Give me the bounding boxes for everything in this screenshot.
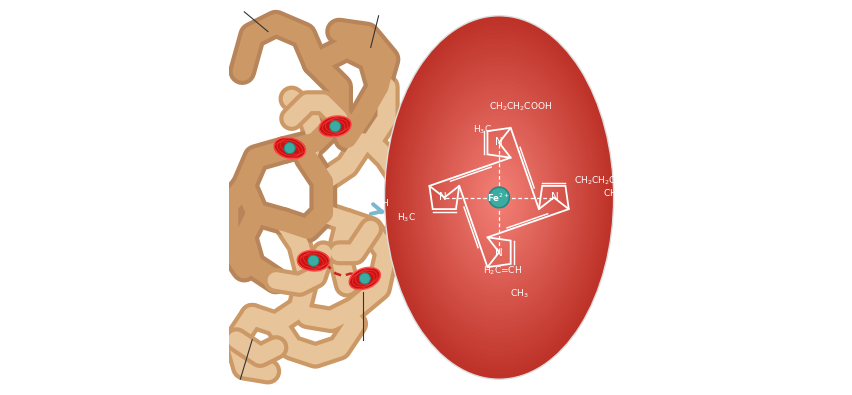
Ellipse shape xyxy=(451,120,548,275)
Text: H$_2$C=CH: H$_2$C=CH xyxy=(350,198,389,211)
Text: N: N xyxy=(495,137,503,147)
Text: CH$_2$CH$_2$COOH: CH$_2$CH$_2$COOH xyxy=(573,175,636,187)
Ellipse shape xyxy=(320,116,351,137)
Ellipse shape xyxy=(436,98,562,297)
Ellipse shape xyxy=(464,143,533,252)
Ellipse shape xyxy=(439,102,559,293)
Ellipse shape xyxy=(447,116,550,279)
Ellipse shape xyxy=(442,107,556,288)
Ellipse shape xyxy=(476,161,522,234)
Circle shape xyxy=(489,187,509,208)
Ellipse shape xyxy=(491,184,508,211)
Text: Fe$^{2+}$: Fe$^{2+}$ xyxy=(487,191,510,204)
Ellipse shape xyxy=(405,47,594,348)
Ellipse shape xyxy=(396,34,602,361)
Text: CH$_3$: CH$_3$ xyxy=(602,188,621,200)
Circle shape xyxy=(285,143,296,154)
Ellipse shape xyxy=(482,170,516,225)
Ellipse shape xyxy=(349,267,380,290)
Circle shape xyxy=(360,273,371,284)
Ellipse shape xyxy=(407,52,590,343)
Ellipse shape xyxy=(485,175,514,220)
Ellipse shape xyxy=(416,66,582,329)
Text: N: N xyxy=(440,192,447,203)
Text: N: N xyxy=(495,248,503,258)
Ellipse shape xyxy=(384,16,613,379)
Ellipse shape xyxy=(399,38,599,357)
Ellipse shape xyxy=(430,88,567,307)
Ellipse shape xyxy=(445,111,554,284)
Ellipse shape xyxy=(297,250,330,271)
Ellipse shape xyxy=(273,137,306,159)
Text: H$_3$C: H$_3$C xyxy=(473,123,492,136)
Ellipse shape xyxy=(479,166,519,229)
Ellipse shape xyxy=(474,156,525,238)
Ellipse shape xyxy=(419,70,579,325)
Ellipse shape xyxy=(388,20,611,374)
Ellipse shape xyxy=(422,75,577,320)
Ellipse shape xyxy=(456,130,542,265)
Ellipse shape xyxy=(424,79,573,316)
Circle shape xyxy=(330,121,341,132)
Text: N: N xyxy=(551,192,559,203)
Ellipse shape xyxy=(496,193,502,202)
Ellipse shape xyxy=(428,84,571,311)
Text: CH$_2$CH$_2$COOH: CH$_2$CH$_2$COOH xyxy=(489,100,552,113)
Ellipse shape xyxy=(470,152,527,243)
Ellipse shape xyxy=(493,188,504,207)
Text: CH$_3$: CH$_3$ xyxy=(509,288,528,300)
Ellipse shape xyxy=(462,138,536,257)
Ellipse shape xyxy=(487,179,510,216)
Circle shape xyxy=(308,255,319,266)
Ellipse shape xyxy=(393,30,605,366)
Ellipse shape xyxy=(453,125,545,270)
Text: H$_3$C: H$_3$C xyxy=(397,211,416,224)
Ellipse shape xyxy=(401,43,596,352)
Ellipse shape xyxy=(468,147,531,247)
Ellipse shape xyxy=(433,93,565,302)
Ellipse shape xyxy=(411,56,588,338)
Ellipse shape xyxy=(390,25,607,370)
Ellipse shape xyxy=(413,61,585,334)
Text: H$_2$C=CH: H$_2$C=CH xyxy=(483,264,522,277)
Ellipse shape xyxy=(459,134,539,261)
